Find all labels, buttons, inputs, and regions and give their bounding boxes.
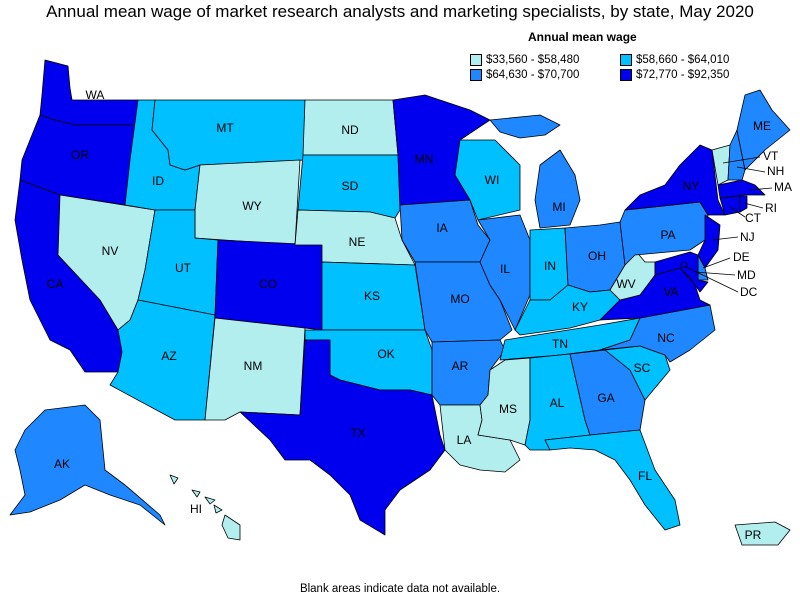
leader-ct — [729, 206, 746, 218]
label-ga: GA — [597, 391, 614, 405]
label-ky: KY — [572, 300, 588, 314]
state-ri[interactable] — [739, 195, 748, 213]
label-nh: NH — [767, 164, 784, 178]
legend-title: Annual mean wage — [528, 30, 637, 44]
label-tn: TN — [552, 337, 568, 351]
label-mo: MO — [450, 292, 469, 306]
label-wv: WV — [616, 277, 635, 291]
label-me: ME — [753, 119, 771, 133]
label-ri: RI — [765, 201, 777, 215]
label-ma: MA — [774, 180, 792, 194]
label-ok: OK — [377, 347, 394, 361]
map-title: Annual mean wage of market research anal… — [46, 2, 754, 21]
label-co: CO — [259, 277, 277, 291]
label-la: LA — [457, 433, 472, 447]
label-ia: IA — [436, 221, 447, 235]
state-tx[interactable] — [239, 339, 446, 536]
label-ne: NE — [349, 235, 366, 249]
label-va: VA — [663, 285, 678, 299]
legend-swatch-c1 — [470, 54, 482, 66]
label-sd: SD — [342, 179, 359, 193]
legend-swatch-c3 — [620, 54, 632, 66]
label-mt: MT — [216, 121, 234, 135]
label-or: OR — [71, 148, 89, 162]
label-wy: WY — [242, 199, 261, 213]
state-ny[interactable] — [624, 144, 726, 216]
label-id: ID — [152, 174, 164, 188]
leader-vt — [722, 156, 761, 164]
state-nc[interactable] — [599, 304, 716, 363]
legend-label-c1: $33,560 - $58,480 — [486, 54, 580, 66]
label-nc: NC — [657, 331, 675, 345]
label-nv: NV — [102, 244, 119, 258]
legend-label-c4: $72,770 - $92,350 — [636, 69, 730, 81]
label-pr: PR — [745, 528, 762, 542]
label-wi: WI — [485, 173, 500, 187]
label-pa: PA — [660, 228, 675, 242]
legend-item-c3: $58,660 - $64,010 — [620, 54, 729, 66]
leader-ma — [749, 187, 773, 191]
label-ms: MS — [499, 402, 517, 416]
label-ks: KS — [364, 289, 380, 303]
label-il: IL — [500, 262, 510, 276]
label-vt: VT — [763, 149, 779, 163]
leader-md — [694, 271, 736, 276]
label-al: AL — [550, 396, 565, 410]
legend-swatch-c2 — [470, 69, 482, 81]
state-wi[interactable] — [454, 139, 521, 221]
label-fl: FL — [638, 469, 652, 483]
leader-ri — [743, 202, 764, 209]
state-me[interactable] — [736, 89, 791, 171]
state-md[interactable] — [654, 251, 709, 293]
legend-item-c2: $64,630 - $70,700 — [470, 69, 579, 81]
state-pr[interactable] — [734, 521, 791, 546]
state-mi[interactable] — [489, 114, 581, 229]
label-sc: SC — [634, 361, 651, 375]
label-ar: AR — [452, 359, 469, 373]
label-in: IN — [544, 259, 556, 273]
label-dc: DC — [740, 285, 758, 299]
legend-item-c4: $72,770 - $92,350 — [620, 69, 729, 81]
state-fl[interactable] — [544, 429, 681, 531]
label-ct: CT — [745, 211, 762, 225]
label-oh: OH — [588, 249, 606, 263]
state-il[interactable] — [477, 214, 531, 331]
state-hi[interactable] — [169, 474, 241, 541]
label-de: DE — [733, 250, 750, 264]
state-labels: WA OR CA NV ID MT WY UT AZ CO NM ND SD N… — [47, 88, 792, 542]
legend-item-c1: $33,560 - $58,480 — [470, 54, 579, 66]
leader-nh — [736, 166, 766, 173]
label-hi: HI — [190, 502, 202, 516]
leader-dc — [683, 265, 739, 293]
footnote: Blank areas indicate data not available. — [299, 583, 501, 595]
label-nd: ND — [341, 123, 359, 137]
label-tx: TX — [350, 426, 365, 440]
legend-swatch-c4 — [620, 69, 632, 81]
label-ak: AK — [54, 457, 70, 471]
leader-de — [702, 257, 731, 269]
state-ak[interactable] — [9, 404, 166, 526]
label-nj: NJ — [740, 230, 755, 244]
label-ca: CA — [47, 277, 64, 291]
label-mi: MI — [552, 200, 565, 214]
label-mn: MN — [415, 152, 434, 166]
label-ut: UT — [175, 261, 192, 275]
legend-label-c3: $58,660 - $64,010 — [636, 54, 730, 66]
legend-label-c2: $64,630 - $70,700 — [486, 69, 580, 81]
leader-nj — [711, 236, 739, 241]
label-md: MD — [737, 268, 756, 282]
label-wa: WA — [86, 88, 105, 102]
label-az: AZ — [161, 349, 176, 363]
label-nm: NM — [244, 359, 263, 373]
label-ny: NY — [683, 179, 700, 193]
